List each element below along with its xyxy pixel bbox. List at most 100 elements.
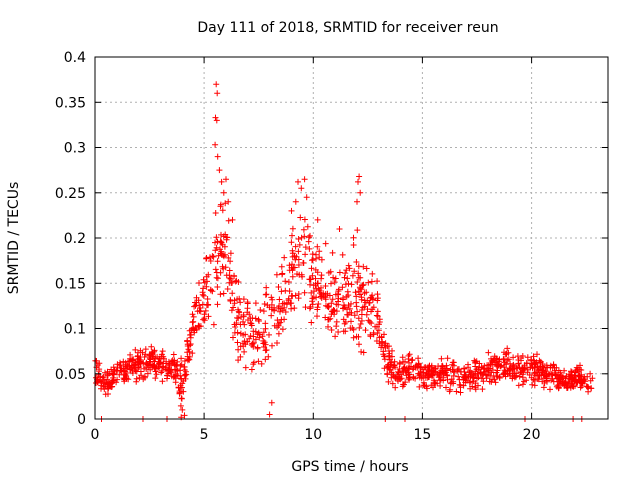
- data-point: [240, 296, 247, 303]
- data-point: [277, 308, 283, 315]
- data-point: [443, 362, 450, 369]
- data-point: [356, 324, 363, 331]
- data-point: [318, 275, 325, 282]
- data-point: [247, 315, 254, 322]
- data-point: [356, 341, 362, 348]
- data-point: [305, 234, 312, 241]
- data-point: [317, 293, 324, 300]
- data-point: [344, 306, 350, 313]
- data-point: [351, 312, 358, 319]
- data-point: [544, 377, 550, 384]
- data-point: [332, 275, 339, 282]
- data-point: [469, 383, 476, 390]
- data-point: [455, 373, 462, 380]
- data-point: [544, 364, 551, 371]
- x-tick-label: 0: [91, 427, 100, 443]
- data-point: [127, 351, 134, 358]
- data-point: [340, 295, 347, 301]
- data-point: [181, 358, 188, 364]
- data-point: [588, 385, 595, 392]
- data-point: [357, 321, 364, 327]
- y-tick-label: 0.2: [64, 231, 86, 247]
- data-point: [447, 366, 454, 373]
- data-point: [222, 251, 228, 258]
- data-point: [217, 203, 224, 210]
- data-point: [350, 334, 357, 341]
- data-point: [298, 185, 305, 192]
- data-point: [450, 362, 457, 369]
- data-point: [289, 247, 296, 254]
- data-point: [448, 376, 455, 383]
- y-tick-label: 0.35: [55, 95, 86, 111]
- data-point: [210, 253, 217, 260]
- data-point: [373, 312, 380, 319]
- data-point: [528, 357, 534, 364]
- data-point: [273, 271, 280, 278]
- data-point: [301, 233, 308, 240]
- data-point: [219, 207, 226, 214]
- y-tick-label: 0.25: [55, 186, 86, 202]
- data-point: [268, 312, 275, 319]
- data-point: [144, 370, 151, 377]
- data-point: [417, 370, 424, 376]
- data-point: [235, 315, 242, 322]
- data-point: [269, 342, 275, 349]
- data-point: [358, 311, 365, 318]
- data-point: [220, 290, 227, 297]
- data-point: [589, 375, 596, 382]
- data-point: [224, 234, 231, 241]
- data-point: [195, 297, 202, 304]
- data-point: [142, 374, 148, 381]
- data-point: [269, 296, 276, 303]
- data-point: [250, 333, 257, 340]
- y-tick-label: 0: [77, 412, 86, 428]
- data-point: [109, 379, 116, 385]
- data-point: [130, 362, 137, 369]
- data-point: [137, 354, 144, 360]
- data-point: [507, 360, 514, 367]
- data-point: [444, 372, 451, 379]
- data-point: [450, 372, 457, 379]
- data-point: [346, 265, 353, 272]
- data-point: [550, 378, 557, 385]
- data-point: [114, 361, 121, 368]
- data-point: [352, 289, 359, 296]
- data-point: [555, 375, 562, 382]
- data-point: [395, 368, 401, 375]
- data-point: [214, 284, 221, 290]
- data-point: [109, 383, 116, 390]
- data-point: [333, 301, 340, 308]
- data-point: [349, 325, 356, 331]
- data-point: [449, 359, 456, 366]
- data-point: [355, 178, 361, 185]
- data-point: [360, 349, 367, 356]
- data-point: [356, 173, 363, 180]
- data-point: [472, 360, 479, 366]
- data-point: [348, 318, 354, 325]
- data-point: [205, 271, 212, 278]
- data-point: [439, 364, 446, 370]
- data-point: [430, 377, 437, 384]
- data-point: [483, 375, 490, 382]
- data-point: [282, 309, 289, 315]
- data-point: [406, 374, 413, 381]
- data-point: [214, 90, 221, 97]
- data-point: [213, 81, 220, 88]
- data-point: [209, 288, 216, 295]
- data-point: [132, 367, 139, 374]
- data-point: [469, 375, 476, 382]
- data-point: [348, 300, 354, 307]
- data-point: [230, 334, 236, 341]
- data-point: [295, 248, 302, 255]
- data-point: [294, 271, 300, 277]
- data-point: [521, 362, 528, 369]
- data-point: [212, 266, 219, 273]
- data-point: [189, 311, 196, 318]
- data-point: [489, 376, 496, 383]
- data-point: [185, 346, 192, 353]
- data-point: [344, 275, 351, 282]
- data-point: [261, 344, 267, 350]
- data-point: [316, 290, 323, 297]
- data-point: [457, 382, 464, 389]
